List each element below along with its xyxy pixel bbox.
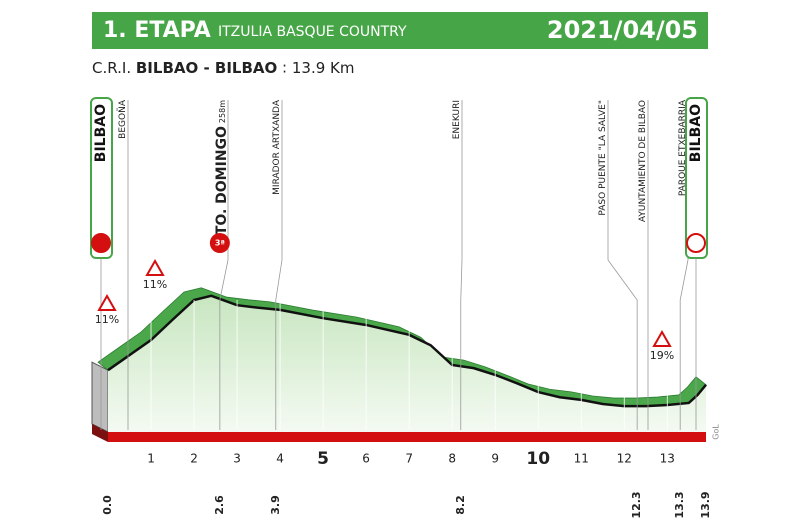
credit: GoL bbox=[712, 424, 721, 440]
leader-line bbox=[679, 259, 689, 430]
place-label: STO. DOMINGO 258m bbox=[214, 100, 230, 245]
town-label: BILBAO bbox=[93, 104, 109, 162]
place-name: ENEKURI bbox=[452, 100, 462, 139]
town-box bbox=[90, 97, 113, 259]
x-tick-label: 12 bbox=[617, 452, 632, 466]
stage: 1. ETAPA bbox=[103, 18, 211, 43]
climb-icon bbox=[652, 329, 672, 347]
x-tick-label: 13 bbox=[660, 452, 675, 466]
climb-category bbox=[209, 233, 230, 253]
climb-category-label: 3ª bbox=[215, 239, 225, 248]
kind: C.R.I. bbox=[92, 59, 131, 77]
x-tick-label: 8 bbox=[448, 452, 456, 466]
town-icon bbox=[91, 233, 111, 253]
base-bar bbox=[108, 432, 706, 442]
place-name: BEGOÑA bbox=[117, 99, 128, 139]
leader-line bbox=[275, 259, 283, 430]
race: ITZULIA BASQUE COUNTRY bbox=[218, 24, 407, 40]
x-tick-label: 3 bbox=[233, 452, 241, 466]
leader-line bbox=[607, 259, 638, 430]
route: BILBAO - BILBAO bbox=[136, 59, 277, 77]
place-name: MIRADOR ARTXANDA bbox=[272, 99, 282, 195]
km-label: 8.2 bbox=[454, 495, 467, 515]
climb-icon bbox=[145, 258, 165, 276]
x-tick-label: 10 bbox=[526, 449, 550, 469]
town-label: BILBAO bbox=[688, 104, 704, 162]
x-tick-label: 11 bbox=[574, 452, 589, 466]
km-label: 3.9 bbox=[269, 495, 282, 515]
distance: 13.9 Km bbox=[292, 59, 355, 77]
date: 2021/04/05 bbox=[547, 16, 698, 44]
climb-grade: 11% bbox=[95, 313, 119, 326]
x-tick-label: 7 bbox=[405, 452, 413, 466]
km-label: 0.0 bbox=[101, 495, 114, 515]
place-label: AYUNTAMIENTO DE BILBAO bbox=[638, 100, 648, 222]
place-elevation: 258m bbox=[218, 100, 227, 123]
km-label: 13.3 bbox=[673, 491, 686, 518]
town-box bbox=[685, 97, 708, 259]
x-tick-label: 1 bbox=[147, 452, 155, 466]
base-face bbox=[92, 424, 108, 442]
place-name: PASO PUENTE "LA SALVE" bbox=[598, 100, 608, 216]
town-icon bbox=[686, 233, 706, 253]
place-name: PARQUE ETXEBARRIA bbox=[678, 99, 688, 196]
place-name: AYUNTAMIENTO DE BILBAO bbox=[638, 100, 648, 222]
climb-icon bbox=[97, 293, 117, 311]
place-label: ENEKURI bbox=[452, 100, 462, 139]
x-tick-label: 4 bbox=[276, 452, 284, 466]
km-label: 13.9 bbox=[699, 491, 712, 518]
leader-line bbox=[219, 259, 229, 430]
climb-grade: 19% bbox=[650, 349, 674, 362]
place-label: MIRADOR ARTXANDA bbox=[272, 99, 282, 195]
side-face bbox=[91, 361, 109, 433]
km-label: 12.3 bbox=[630, 491, 643, 518]
subtitle: C.R.I. BILBAO - BILBAO : 13.9 Km bbox=[92, 59, 355, 77]
x-tick-label: 2 bbox=[190, 452, 198, 466]
place-label: PARQUE ETXEBARRIA bbox=[678, 99, 688, 196]
x-tick-label: 6 bbox=[362, 452, 370, 466]
x-tick-label: 9 bbox=[491, 452, 499, 466]
x-tick-label: 5 bbox=[317, 449, 329, 469]
climb-grade: 11% bbox=[143, 278, 167, 291]
km-label: 2.6 bbox=[213, 495, 226, 515]
place-name: STO. DOMINGO bbox=[214, 126, 230, 245]
profile-area bbox=[108, 295, 706, 432]
header-bar bbox=[92, 12, 708, 49]
leader-line bbox=[460, 259, 463, 430]
place-label: BEGOÑA bbox=[117, 99, 128, 139]
place-label: PASO PUENTE "LA SALVE" bbox=[598, 100, 608, 216]
